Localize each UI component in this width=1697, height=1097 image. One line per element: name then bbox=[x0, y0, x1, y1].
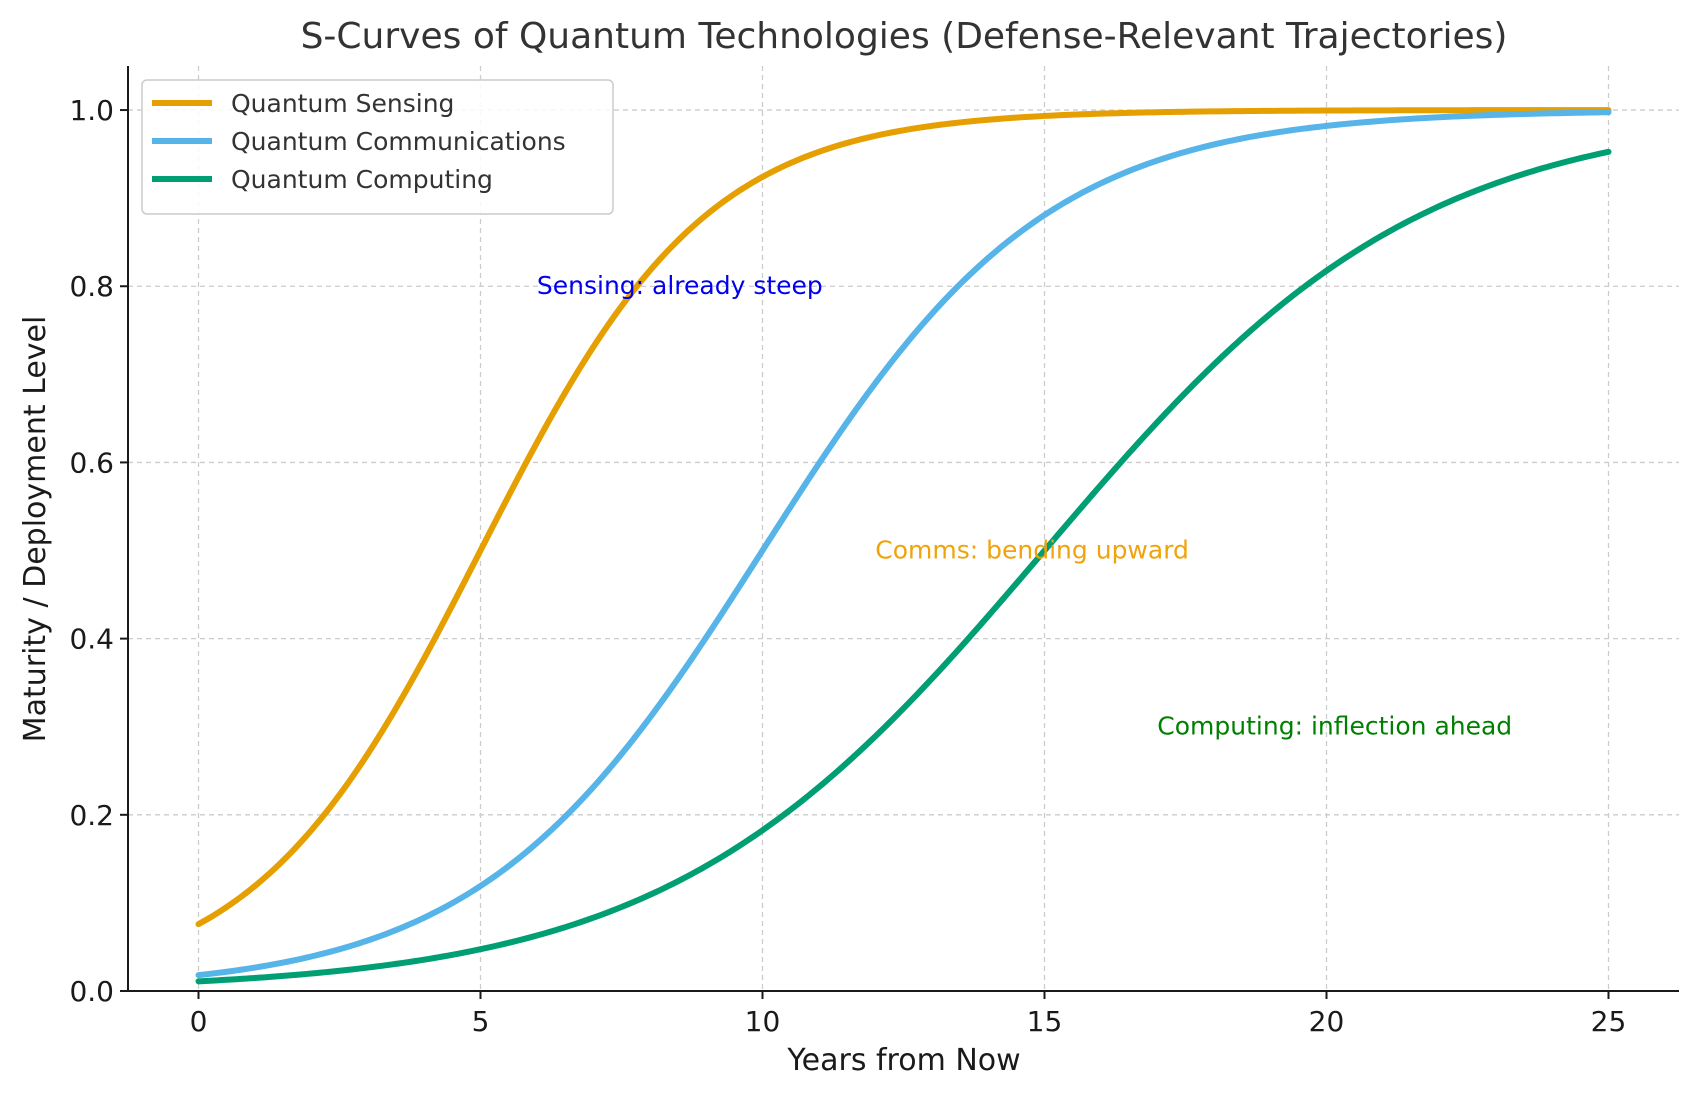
ticks: 0 5 10 15 20 25 0.0 0.2 0.4 0.6 0.8 1.0 bbox=[69, 94, 1626, 1038]
quantum-sensing-line bbox=[195, 107, 1612, 928]
legend-label-quantum-computing: Quantum Computing bbox=[231, 165, 493, 194]
series-layer bbox=[195, 107, 1612, 985]
legend-label-quantum-communications: Quantum Communications bbox=[231, 127, 566, 156]
quantum-computing-line bbox=[195, 148, 1612, 985]
legend-label-quantum-sensing: Quantum Sensing bbox=[231, 89, 454, 118]
legend: Quantum Sensing Quantum Communications Qua… bbox=[141, 79, 614, 215]
legend-box bbox=[141, 79, 614, 215]
x-tick-label: 25 bbox=[1591, 1005, 1627, 1038]
x-tick-label: 5 bbox=[472, 1005, 490, 1038]
y-tick-label: 0.4 bbox=[69, 623, 114, 656]
y-tick-label: 0.2 bbox=[69, 799, 114, 832]
x-tick-label: 20 bbox=[1309, 1005, 1345, 1038]
y-tick-label: 0.6 bbox=[69, 446, 114, 479]
annotation-label: Computing: inflection ahead bbox=[1157, 712, 1512, 741]
x-tick-label: 0 bbox=[190, 1005, 208, 1038]
x-tick-label: 15 bbox=[1027, 1005, 1063, 1038]
axes bbox=[127, 66, 1679, 992]
y-tick-label: 1.0 bbox=[69, 94, 114, 127]
x-tick-label: 10 bbox=[745, 1005, 781, 1038]
y-tick-label: 0.8 bbox=[69, 270, 114, 303]
annotation-label: Sensing: already steep bbox=[537, 271, 823, 300]
x-axis-label: Years from Now bbox=[786, 1043, 1020, 1078]
annotations: Sensing: already steep Comms: bending upw… bbox=[537, 271, 1512, 740]
chart-title: S-Curves of Quantum Technologies (Defens… bbox=[301, 16, 1508, 57]
y-axis-label: Maturity / Deployment Level bbox=[18, 316, 53, 743]
quantum-communications-line bbox=[195, 109, 1612, 979]
y-tick-label: 0.0 bbox=[69, 975, 114, 1008]
annotation-label: Comms: bending upward bbox=[875, 536, 1189, 565]
